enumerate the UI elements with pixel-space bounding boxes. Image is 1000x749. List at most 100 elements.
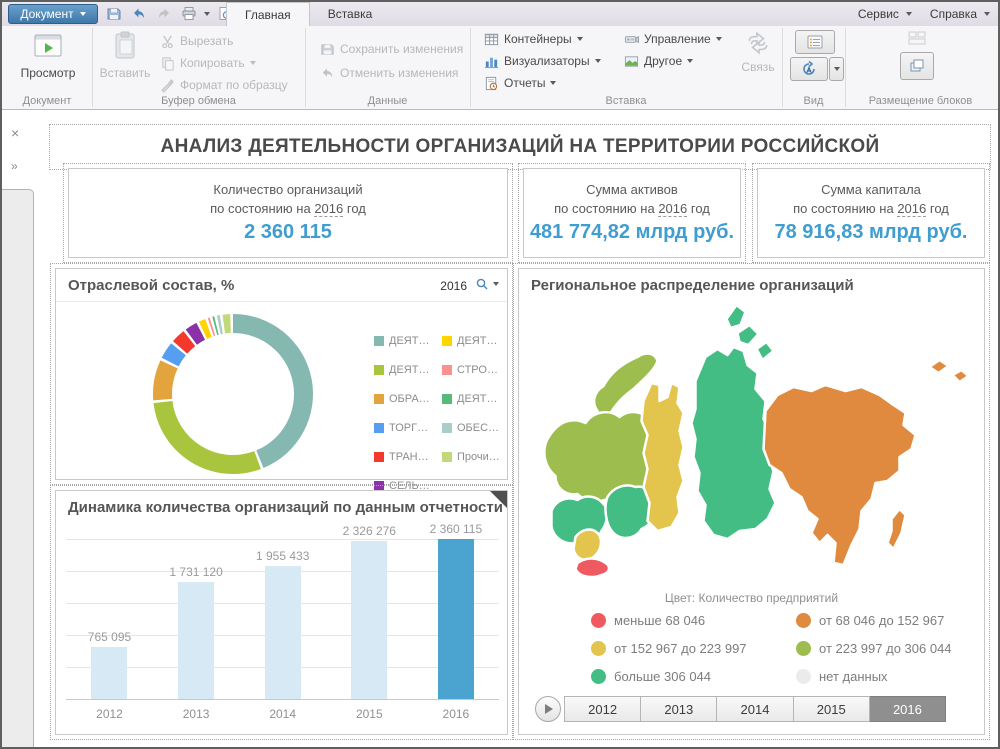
panel-expand-button[interactable]: » [11,159,18,173]
bar-2013[interactable] [177,581,214,699]
map-region-islands[interactable] [725,303,747,330]
industry-donut[interactable] [148,309,318,479]
donut-segment[interactable] [207,317,216,337]
legend-item[interactable]: ТОРГ… [374,418,436,437]
map-region-caucasus[interactable] [574,557,611,579]
containers-button[interactable]: Контейнеры [484,30,583,48]
dynamics-panel[interactable]: Динамика количества организаций по данны… [50,485,513,740]
tab-vstavka[interactable]: Вставка [327,7,373,21]
save-button[interactable] [104,4,124,24]
map-region-south[interactable] [572,528,603,561]
russia-map[interactable] [527,299,978,587]
blocks-overlap-button[interactable] [900,52,934,80]
undo-button[interactable] [129,4,149,24]
legend-item[interactable]: СЕЛЬ… [374,476,436,495]
donut-segment[interactable] [198,319,212,339]
legend-item[interactable]: ОБЕС… [442,418,504,437]
print-button[interactable] [179,4,199,24]
kpi-year[interactable]: 2016 [897,201,927,217]
tab-glavnaya[interactable]: Главная [226,2,310,26]
industry-year-label[interactable]: 2016 [440,279,467,293]
bar-2015[interactable] [351,541,388,699]
collapsed-side-panel[interactable] [2,189,34,747]
auto-refresh-button[interactable] [790,57,828,81]
donut-segment[interactable] [233,314,314,468]
menu-service[interactable]: Сервис [858,7,912,21]
panel-close-button[interactable]: × [11,125,20,141]
visualizers-button[interactable]: Визуализаторы [484,52,601,70]
year-button-2015[interactable]: 2015 [793,696,870,722]
map-panel[interactable]: Региональное распределение организаций [513,263,990,740]
legend-item[interactable]: ДЕЯТ… [374,360,436,379]
print-dropdown-caret[interactable] [204,12,210,16]
legend-item[interactable]: ДЕЯТ… [442,331,504,350]
legend-item[interactable]: ОБРА… [374,389,436,408]
legend-item[interactable]: СТРО… [442,360,504,379]
group-label-blocks: Размещение блоков [868,95,973,107]
map-region-chukotka[interactable] [951,368,970,384]
year-button-2014[interactable]: 2014 [717,696,794,722]
link-button[interactable]: Связь [735,30,781,88]
industry-panel[interactable]: Отраслевой состав, % 2016 ДЕЯТ… ДЕЯТ… ОБРА… [50,263,513,492]
kpi-card-assets[interactable]: Сумма активов по состоянию на 2016 год 4… [518,163,746,263]
management-button[interactable]: Управление [624,30,722,48]
map-legend-item[interactable]: от 152 967 до 223 997 [591,641,796,656]
map-legend-item[interactable]: нет данных [796,669,981,684]
donut-segment[interactable] [161,343,186,367]
preview-big-button[interactable]: Просмотр [21,30,75,88]
bar-2016[interactable] [437,539,474,699]
legend-item[interactable]: ТРАН… [374,447,436,466]
map-legend-item[interactable]: от 68 046 до 152 967 [796,613,981,628]
copy-button[interactable]: Копировать [160,54,256,72]
map-legend-item[interactable]: от 223 997 до 306 044 [796,641,981,656]
year-strip: 2012 2013 2014 2015 2016 [564,696,947,722]
year-button-2012[interactable]: 2012 [564,696,642,722]
document-menu-button[interactable]: Документ [8,4,98,24]
redo-button[interactable] [154,4,174,24]
blocks-arrange-disabled-button[interactable] [907,30,927,48]
save-changes-button[interactable]: Сохранить изменения [320,40,463,58]
bar-2014[interactable] [264,566,301,699]
donut-segment[interactable] [216,315,223,335]
map-region-siberia[interactable] [690,345,777,541]
year-button-2013[interactable]: 2013 [641,696,718,722]
reports-button[interactable]: Отчеты [484,74,557,92]
bar-2012[interactable] [91,647,128,699]
kpi-year[interactable]: 2016 [314,201,344,217]
legend-item[interactable]: ДЕЯТ… [374,331,436,350]
auto-refresh-dropdown[interactable] [829,57,844,81]
map-region-fareast[interactable] [762,383,917,567]
donut-segment[interactable] [172,331,196,354]
kpi-card-capital[interactable]: Сумма капитала по состоянию на 2016 год … [752,163,990,263]
map-legend-item[interactable]: меньше 68 046 [591,613,796,628]
donut-segment[interactable] [185,322,206,345]
play-button[interactable] [535,696,561,722]
other-button[interactable]: Другое [624,52,694,70]
map-region-chukotka[interactable] [928,358,950,375]
legend-item[interactable]: ДЕЯТ… [442,389,504,408]
menu-help[interactable]: Справка [930,7,990,21]
paste-button[interactable]: Вставить [99,30,151,88]
x-axis-line [66,699,499,700]
donut-segment[interactable] [153,400,261,474]
map-region-urals[interactable] [640,381,685,533]
legend-item[interactable]: Прочи… [442,447,504,466]
donut-segment[interactable] [153,360,178,401]
kpi-year[interactable]: 2016 [658,201,688,217]
donut-segment[interactable] [222,314,231,334]
format-painter-button[interactable]: Формат по образцу [160,76,288,94]
legend-label: ДЕЯТ… [457,392,498,405]
kpi-card-organizations[interactable]: Количество организаций по состоянию на 2… [63,163,513,263]
map-region-islands[interactable] [755,340,775,362]
donut-segment[interactable] [212,316,219,336]
year-button-2016[interactable]: 2016 [869,696,947,722]
map-legend-label: от 223 997 до 306 044 [819,641,952,656]
corner-marker-icon[interactable] [490,491,507,508]
industry-zoom-control[interactable] [475,277,499,291]
map-region-islands[interactable] [736,323,760,347]
map-region-sakhalin[interactable] [886,507,907,551]
undo-changes-button[interactable]: Отменить изменения [320,64,458,82]
map-legend-item[interactable]: больше 306 044 [591,669,796,684]
view-properties-button[interactable] [795,30,835,54]
cut-button[interactable]: Вырезать [160,32,233,50]
